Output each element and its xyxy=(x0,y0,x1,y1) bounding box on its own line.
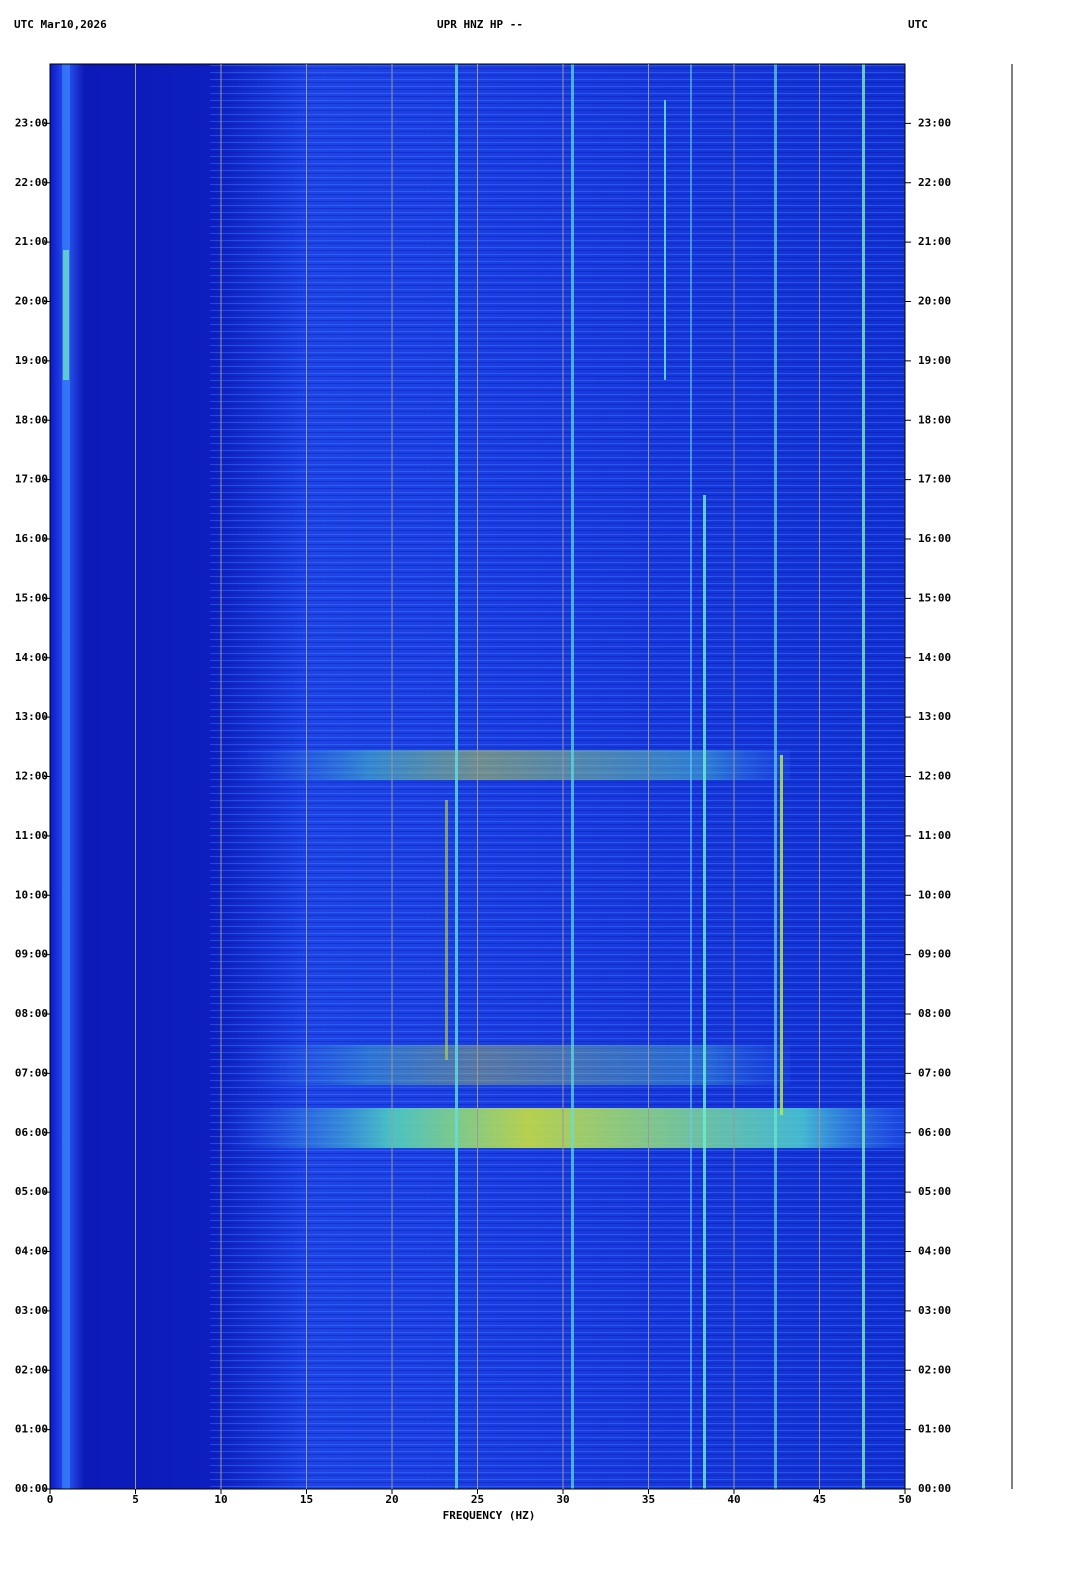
date-label: UTC Mar10,2026 xyxy=(14,18,107,31)
y-tick-label: 16:00 xyxy=(15,532,48,545)
y-tick-label: 13:00 xyxy=(15,710,48,723)
y-tick-label: 22:00 xyxy=(15,176,48,189)
x-tick-label: 5 xyxy=(132,1493,139,1506)
y-tick-label-right: 10:00 xyxy=(918,888,951,901)
x-tick-label: 0 xyxy=(47,1493,54,1506)
y-tick-label: 10:00 xyxy=(15,888,48,901)
y-tick-label: 03:00 xyxy=(15,1304,48,1317)
y-tick-label: 14:00 xyxy=(15,651,48,664)
x-tick-label: 30 xyxy=(556,1493,569,1506)
y-tick-label-right: 23:00 xyxy=(918,116,951,129)
y-tick-label-right: 04:00 xyxy=(918,1245,951,1258)
y-tick-label-right: 14:00 xyxy=(918,651,951,664)
chart-title: UPR HNZ HP -- xyxy=(437,18,523,31)
y-tick-label: 15:00 xyxy=(15,591,48,604)
y-tick-label: 17:00 xyxy=(15,473,48,486)
y-tick-label: 11:00 xyxy=(15,829,48,842)
y-tick-label: 04:00 xyxy=(15,1245,48,1258)
y-tick-label: 20:00 xyxy=(15,295,48,308)
x-tick-label: 35 xyxy=(642,1493,655,1506)
y-tick-label-right: 07:00 xyxy=(918,1066,951,1079)
y-tick-label: 01:00 xyxy=(15,1423,48,1436)
y-tick-label: 08:00 xyxy=(15,1007,48,1020)
y-tick-label-right: 17:00 xyxy=(918,473,951,486)
y-tick-label: 21:00 xyxy=(15,235,48,248)
y-tick-label: 19:00 xyxy=(15,354,48,367)
y-tick-label-right: 20:00 xyxy=(918,295,951,308)
y-tick-label-right: 12:00 xyxy=(918,770,951,783)
y-tick-label-right: 19:00 xyxy=(918,354,951,367)
y-tick-label-right: 21:00 xyxy=(918,235,951,248)
y-tick-label: 23:00 xyxy=(15,116,48,129)
x-axis-label: FREQUENCY (HZ) xyxy=(443,1509,536,1522)
y-tick-label-right: 22:00 xyxy=(918,176,951,189)
timezone-label: UTC xyxy=(908,18,928,31)
y-tick-label-right: 18:00 xyxy=(918,413,951,426)
y-tick-label: 06:00 xyxy=(15,1126,48,1139)
y-tick-label: 18:00 xyxy=(15,413,48,426)
x-tick-label: 20 xyxy=(385,1493,398,1506)
y-tick-label: 09:00 xyxy=(15,948,48,961)
x-tick-label: 15 xyxy=(300,1493,313,1506)
x-tick-label: 10 xyxy=(214,1493,227,1506)
y-tick-label-right: 15:00 xyxy=(918,591,951,604)
y-tick-label: 05:00 xyxy=(15,1185,48,1198)
y-tick-label-right: 05:00 xyxy=(918,1185,951,1198)
y-tick-label: 02:00 xyxy=(15,1363,48,1376)
y-tick-label: 00:00 xyxy=(15,1482,48,1495)
y-tick-label-right: 08:00 xyxy=(918,1007,951,1020)
x-tick-label: 45 xyxy=(813,1493,826,1506)
y-tick-label: 07:00 xyxy=(15,1066,48,1079)
y-tick-label-right: 02:00 xyxy=(918,1363,951,1376)
y-tick-label-right: 03:00 xyxy=(918,1304,951,1317)
x-tick-label: 50 xyxy=(898,1493,911,1506)
x-tick-label: 25 xyxy=(471,1493,484,1506)
y-tick-label-right: 16:00 xyxy=(918,532,951,545)
y-tick-label-right: 11:00 xyxy=(918,829,951,842)
y-tick-label-right: 06:00 xyxy=(918,1126,951,1139)
y-tick-label-right: 00:00 xyxy=(918,1482,951,1495)
y-tick-label: 12:00 xyxy=(15,770,48,783)
x-tick-label: 40 xyxy=(727,1493,740,1506)
y-tick-label-right: 01:00 xyxy=(918,1423,951,1436)
y-tick-label-right: 13:00 xyxy=(918,710,951,723)
y-tick-label-right: 09:00 xyxy=(918,948,951,961)
